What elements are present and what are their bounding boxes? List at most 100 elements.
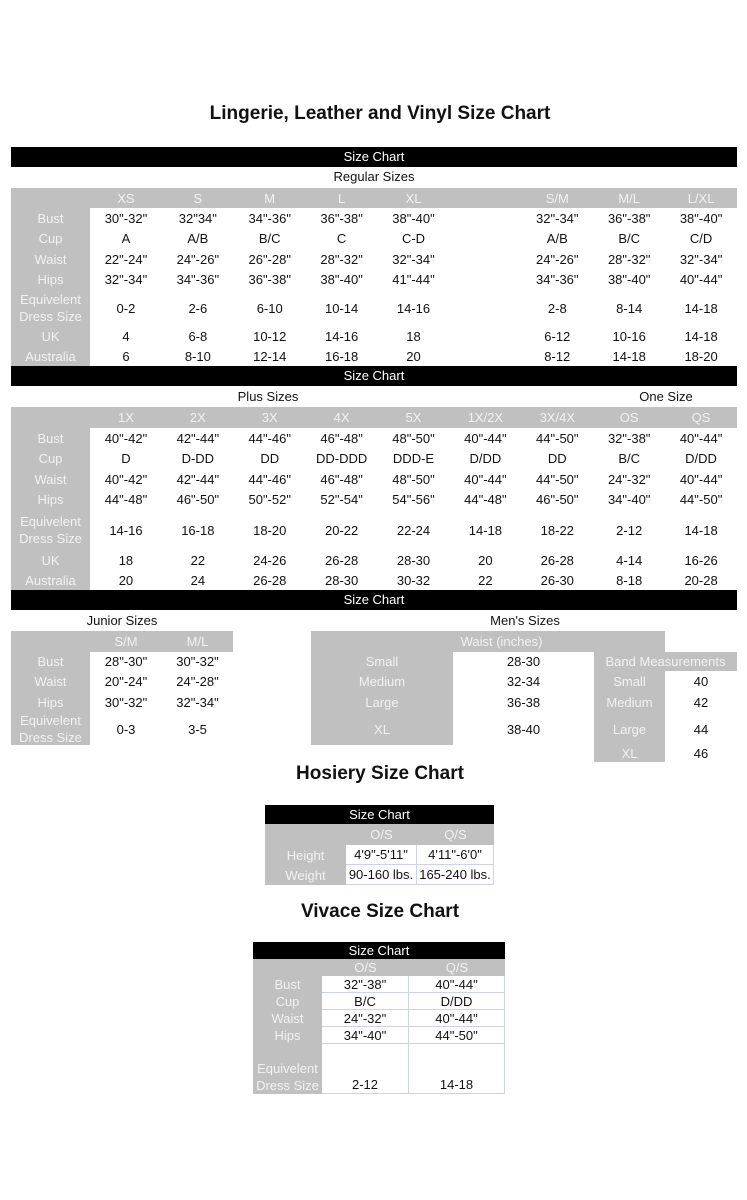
column-header: M/L — [593, 188, 666, 208]
table-cell: C — [305, 228, 378, 249]
column-header: L — [305, 188, 378, 208]
table-cell: 24"-32" — [593, 469, 666, 489]
table-cell: 40"-44" — [449, 469, 522, 489]
table-cell: 38"-40" — [665, 208, 738, 229]
row-label: Bust — [11, 208, 90, 229]
table-cell: 44"-50" — [521, 469, 594, 489]
table-cell: 32"-34" — [521, 208, 594, 229]
column-header: 1X/2X — [449, 407, 522, 428]
table-cell: 0-3 — [90, 713, 162, 745]
table-cell: 14-16 — [90, 510, 162, 550]
row-label: Waist — [11, 469, 90, 489]
row-label: Medium — [594, 692, 665, 713]
table-cell: 34"-40" — [322, 1027, 409, 1044]
row-label: Equivelent Dress Size — [11, 713, 90, 745]
table-cell: 46 — [665, 745, 737, 762]
table-cell — [449, 269, 522, 290]
table-cell: 38"-40" — [377, 208, 450, 229]
table-cell: 28"-30" — [90, 652, 162, 671]
row-label: UK — [11, 326, 90, 346]
table-cell: 38"-40" — [593, 269, 666, 290]
column-header: QS — [665, 407, 738, 428]
column-header: S/M — [521, 188, 594, 208]
table-cell: 41"-44" — [377, 269, 450, 290]
table-cell: 28-30 — [377, 550, 450, 570]
table-cell: 30"-32" — [90, 692, 162, 713]
column-header: 3X/4X — [521, 407, 594, 428]
table-cell: 8-10 — [161, 346, 234, 366]
table-cell: 6-8 — [161, 326, 234, 346]
page-title: Lingerie, Leather and Vinyl Size Chart — [209, 103, 551, 124]
table-cell: 4-14 — [593, 550, 666, 570]
table-cell: C-D — [377, 228, 450, 249]
table-cell: 44"-50" — [521, 428, 594, 448]
header-corner — [265, 824, 346, 845]
table-cell: A/B — [161, 228, 234, 249]
header-corner — [11, 631, 90, 652]
table-cell: DD — [521, 448, 594, 469]
table-cell: C/D — [665, 228, 738, 249]
table-cell: 46"-50" — [521, 489, 594, 510]
table-cell: 165-240 lbs. — [417, 865, 494, 885]
column-header: XL — [377, 188, 450, 208]
table-cell: 3-5 — [162, 713, 233, 745]
row-label: Small — [311, 652, 453, 671]
row-label: Equivelent Dress Size — [11, 290, 90, 326]
hosiery-table: O/S Q/S Height 4'9"-5'11" 4'11"-6'0" Weight 90… — [265, 824, 494, 885]
size-chart-bar: Size Chart — [11, 590, 737, 610]
table-cell: 32"-38" — [593, 428, 666, 448]
column-header: Q/S — [417, 824, 494, 845]
table-cell: 42 — [665, 692, 737, 713]
table-cell: 20 — [449, 550, 522, 570]
row-label: Cup — [253, 993, 322, 1010]
table-cell: 20 — [90, 570, 162, 590]
table-cell: 14-18 — [665, 510, 738, 550]
table-cell: 14-16 — [377, 290, 450, 326]
row-label: UK — [11, 550, 90, 570]
row-label: Cup — [11, 228, 90, 249]
table-cell — [449, 290, 522, 326]
table-cell — [449, 346, 522, 366]
table-cell: 4'9"-5'11" — [346, 845, 417, 865]
table-cell: 38"-40" — [305, 269, 378, 290]
table-cell: 54"-56" — [377, 489, 450, 510]
table-cell: 34"-36" — [161, 269, 234, 290]
column-header: O/S — [322, 959, 409, 976]
mens-sizes-label: Men's Sizes — [490, 613, 560, 628]
table-cell: 46"-48" — [305, 428, 378, 448]
regular-sizes-label: Regular Sizes — [333, 169, 415, 184]
column-header: O/S — [346, 824, 417, 845]
table-cell: 22 — [161, 550, 234, 570]
column-header: Waist (inches) — [453, 631, 594, 652]
column-header: S/M — [90, 631, 162, 652]
table-cell: 34"-36" — [233, 208, 306, 229]
row-label: Hips — [11, 489, 90, 510]
column-header: S — [161, 188, 234, 208]
table-cell: 28"-32" — [593, 249, 666, 270]
row-label: Hips — [11, 269, 90, 290]
table-cell — [449, 326, 522, 346]
row-label: Bust — [253, 976, 322, 993]
column-header: 3X — [233, 407, 306, 428]
table-cell: DD — [233, 448, 306, 469]
table-cell: 26-30 — [521, 570, 594, 590]
column-header: 1X — [90, 407, 162, 428]
table-cell: 44"-46" — [233, 428, 306, 448]
table-cell: 28"-32" — [305, 249, 378, 270]
row-label: XL — [311, 713, 453, 745]
column-header: 2X — [161, 407, 234, 428]
table-cell: 36"-38" — [233, 269, 306, 290]
table-cell: 30"-32" — [90, 208, 162, 229]
table-cell: 44"-50" — [409, 1027, 505, 1044]
row-label: Equivelent Dress Size — [11, 510, 90, 550]
hosiery-size-chart-bar: Size Chart — [265, 805, 494, 824]
table-cell: 18 — [90, 550, 162, 570]
table-cell: 42"-44" — [161, 469, 234, 489]
table-cell: D/DD — [449, 448, 522, 469]
table-cell: 8-18 — [593, 570, 666, 590]
table-cell: 2-12 — [322, 1044, 409, 1094]
vivace-title: Vivace Size Chart — [300, 901, 460, 922]
table-cell: 6 — [90, 346, 162, 366]
row-label: Cup — [11, 448, 90, 469]
column-header: 5X — [377, 407, 450, 428]
